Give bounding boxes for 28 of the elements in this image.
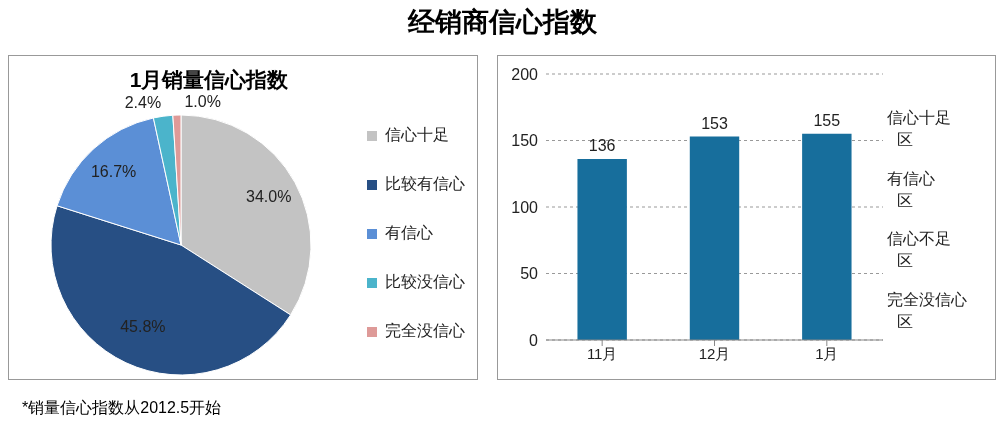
text: *销量信心指数从2012.5开始	[22, 398, 222, 418]
chart-subtitle: 1月销量信心指数	[128, 67, 290, 93]
legend-label: 完全没信心	[385, 321, 465, 341]
legend-label: 比较没信心	[385, 272, 465, 292]
text: 信心不足区	[887, 230, 951, 270]
y-tick-label: 100	[511, 198, 539, 216]
text: 有信心区	[887, 169, 935, 209]
text: 完全没信心区	[887, 290, 967, 330]
y-tick-label: 150	[511, 132, 539, 150]
text: 信心十足区	[887, 109, 951, 149]
data-label: 16.7%	[90, 162, 137, 180]
legend-label: 有信心	[385, 223, 433, 243]
y-tick-label: 0	[529, 331, 539, 349]
x-tick-label: 12月	[698, 344, 731, 362]
data-label: 2.4%	[124, 93, 162, 111]
legend-label: 比较有信心	[385, 174, 465, 194]
x-tick-label: 1月	[815, 344, 839, 362]
data-label: 45.8%	[120, 318, 166, 336]
data-label: 153	[701, 114, 728, 132]
y-tick-label: 50	[520, 265, 539, 283]
data-label: 34.0%	[245, 188, 292, 206]
x-tick-label: 11月	[586, 344, 618, 362]
legend-label: 信心十足	[385, 125, 449, 145]
data-label: 136	[588, 137, 616, 155]
chart-title: 经销商信心指数	[406, 6, 598, 39]
data-label: 1.0%	[184, 92, 221, 110]
y-tick-label: 200	[511, 65, 539, 83]
data-label: 155	[813, 111, 841, 129]
